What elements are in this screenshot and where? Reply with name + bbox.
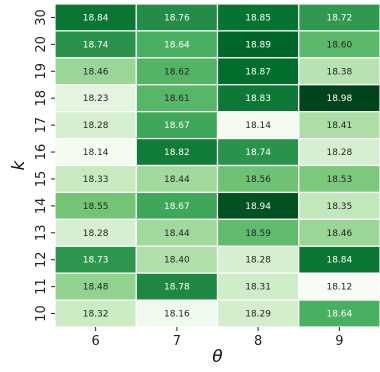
cell-value-label: 18.59 [245, 229, 271, 239]
heatmap-cell [135, 57, 219, 86]
cell-value-label: 18.53 [326, 175, 352, 185]
cell-value-label: 18.56 [245, 175, 271, 185]
cell-value-label: 18.60 [326, 40, 352, 50]
heatmap-cell [298, 137, 380, 167]
y-tick-label: 12 [34, 251, 49, 268]
cell-value-label: 18.94 [245, 202, 271, 212]
heatmap-cell [216, 218, 300, 247]
y-tick-label: 13 [34, 225, 49, 242]
cell-value-label: 18.74 [83, 40, 109, 50]
heatmap-cell [54, 57, 137, 86]
cell-value-label: 18.83 [245, 94, 271, 104]
cell-value-label: 18.41 [326, 121, 352, 131]
cell-value-label: 18.40 [164, 256, 190, 266]
cell-value-label: 18.28 [245, 256, 271, 266]
cell-value-label: 18.76 [164, 13, 190, 23]
cell-value-label: 18.67 [164, 202, 190, 212]
cell-value-label: 18.87 [245, 67, 271, 77]
cell-value-label: 18.98 [326, 94, 352, 104]
heatmap-cell [54, 84, 137, 113]
y-tick-label: 16 [34, 144, 49, 161]
cell-value-label: 18.67 [164, 121, 190, 131]
cell-value-label: 18.14 [245, 121, 271, 131]
x-tick-label: 7 [173, 334, 181, 349]
x-tick-label: 6 [91, 334, 99, 349]
cell-value-label: 18.62 [164, 67, 190, 77]
cell-value-label: 18.78 [164, 283, 190, 293]
heatmap-cell [54, 164, 137, 194]
cell-value-label: 18.61 [164, 94, 190, 104]
heatmap-cell [298, 111, 380, 140]
heatmap-cell [298, 57, 380, 86]
cell-value-label: 18.84 [326, 256, 352, 266]
cell-value-label: 18.55 [83, 202, 109, 212]
heatmap-cell [216, 111, 300, 140]
y-tick-label: 19 [34, 63, 49, 80]
cell-value-label: 18.85 [245, 13, 271, 23]
x-tick-label: 8 [254, 334, 262, 349]
cell-value-label: 18.44 [164, 175, 190, 185]
heatmap-cell [298, 218, 380, 247]
cell-value-label: 18.35 [326, 202, 352, 212]
cell-value-label: 18.64 [326, 310, 352, 320]
heatmap-cell [298, 272, 380, 301]
y-tick-label: 20 [34, 36, 49, 53]
cell-value-label: 18.23 [83, 94, 109, 104]
x-tick-label: 9 [335, 334, 343, 349]
heatmap-cell [298, 299, 380, 328]
cell-value-label: 18.48 [83, 283, 109, 293]
cell-value-label: 18.29 [245, 310, 271, 320]
cell-value-label: 18.31 [245, 283, 271, 293]
cell-value-label: 18.46 [83, 67, 109, 77]
cell-value-label: 18.28 [83, 121, 109, 131]
cell-value-label: 18.12 [326, 283, 352, 293]
cell-value-label: 18.28 [83, 229, 109, 239]
heatmap-cell [135, 3, 219, 32]
x-axis: 6 7 8 9 [91, 327, 344, 349]
cell-value-label: 18.38 [326, 67, 352, 77]
heatmap-cell [135, 164, 219, 194]
cell-value-label: 18.16 [164, 310, 190, 320]
cell-value-label: 18.82 [164, 148, 190, 158]
cell-value-label: 18.64 [164, 40, 190, 50]
y-axis: 30 20 19 18 17 16 15 14 13 12 11 10 [34, 9, 55, 322]
cell-value-label: 18.74 [245, 148, 271, 158]
y-tick-label: 15 [34, 171, 49, 188]
heatmap-cell [216, 164, 300, 194]
x-axis-label: θ [212, 347, 223, 367]
heatmap-cell [298, 30, 380, 59]
heatmap-cell [298, 84, 380, 113]
heatmap-cell [216, 191, 300, 220]
y-tick-label: 17 [34, 117, 49, 134]
heatmap-cell [298, 191, 380, 220]
heatmap-cell [135, 111, 219, 140]
cell-value-label: 18.73 [83, 256, 109, 266]
heatmap-cell [298, 245, 380, 274]
y-tick-label: 10 [34, 305, 49, 322]
cell-value-label: 18.14 [83, 148, 109, 158]
y-axis-label: k [9, 159, 29, 170]
cell-value-label: 18.44 [164, 229, 190, 239]
y-tick-label: 11 [34, 278, 49, 295]
cell-value-label: 18.28 [326, 148, 352, 158]
heatmap-cell [298, 164, 380, 194]
heatmap-cell [298, 3, 380, 32]
heatmap-cells: 18.84 18.76 18.85 18.72 18.74 18.64 18.89 18.60… [54, 3, 380, 328]
cell-value-label: 18.72 [326, 13, 352, 23]
cell-value-label: 18.84 [83, 13, 109, 23]
y-tick-label: 18 [34, 90, 49, 107]
y-tick-label: 30 [34, 9, 49, 26]
cell-value-label: 18.33 [83, 175, 109, 185]
heatmap-cell [216, 30, 300, 59]
heatmap-cell [135, 218, 219, 247]
cell-value-label: 18.46 [326, 229, 352, 239]
heatmap-cell [216, 299, 300, 328]
cell-value-label: 18.32 [83, 310, 109, 320]
heatmap-cell [54, 218, 137, 247]
y-tick-label: 14 [34, 198, 49, 215]
cell-value-label: 18.89 [245, 40, 271, 50]
